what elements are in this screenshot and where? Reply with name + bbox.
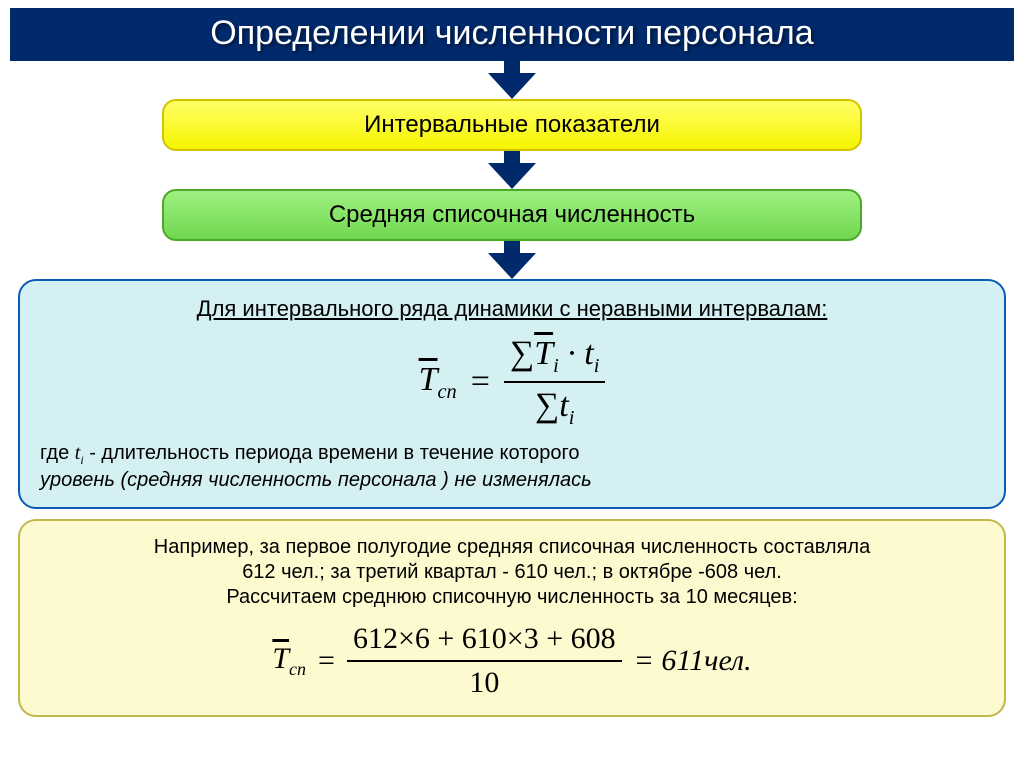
- example-line: Рассчитаем среднюю списочную численность…: [40, 585, 984, 610]
- formula-sym: t: [559, 387, 568, 424]
- formula-sym: i: [553, 354, 559, 376]
- formula-sym: Т: [534, 335, 553, 372]
- example-formula: Тсп = 612×6 + 610×3 + 608 10 = 611чел.: [40, 620, 984, 701]
- formula-lhs-sub: сп: [289, 659, 306, 679]
- formula-denominator: 10: [463, 662, 505, 702]
- formula-sym: t: [584, 335, 593, 372]
- example-panel: Например, за первое полугодие средняя сп…: [18, 519, 1006, 717]
- formula-sym: ·: [567, 335, 576, 372]
- arrow-icon: [488, 253, 536, 279]
- example-line: Например, за первое полугодие средняя сп…: [40, 535, 984, 560]
- formula-lhs-var: Т: [272, 642, 289, 675]
- formula-sym: i: [594, 354, 600, 376]
- text: где: [40, 442, 75, 464]
- formula-lhs-var: Т: [419, 361, 438, 398]
- formula-sym: i: [569, 407, 575, 429]
- formula-lhs-sub: сп: [438, 380, 457, 402]
- arrow-icon: [488, 163, 536, 189]
- sigma-icon: ∑: [535, 387, 559, 424]
- formula-subhead: Для интервального ряда динамики с неравн…: [40, 295, 984, 323]
- formula-explain: где ti - длительность периода времени в …: [40, 441, 984, 493]
- main-formula: Тсп = ∑Тi · ti ∑ti: [40, 333, 984, 432]
- text: - длительность периода времени в течение…: [84, 442, 580, 464]
- page-title: Определении численности персонала: [10, 8, 1014, 61]
- arrow-icon: [488, 73, 536, 99]
- formula-numerator: 612×6 + 610×3 + 608: [347, 620, 622, 662]
- sigma-icon: ∑: [510, 335, 534, 372]
- interval-indicators-box: Интервальные показатели: [162, 99, 862, 151]
- formula-panel: Для интервального ряда динамики с неравн…: [18, 279, 1006, 509]
- example-line: 612 чел.; за третий квартал - 610 чел.; …: [40, 560, 984, 585]
- text: уровень (средняя численность персонала )…: [40, 469, 592, 491]
- average-headcount-box: Средняя списочная численность: [162, 189, 862, 241]
- formula-result: = 611чел.: [634, 642, 752, 680]
